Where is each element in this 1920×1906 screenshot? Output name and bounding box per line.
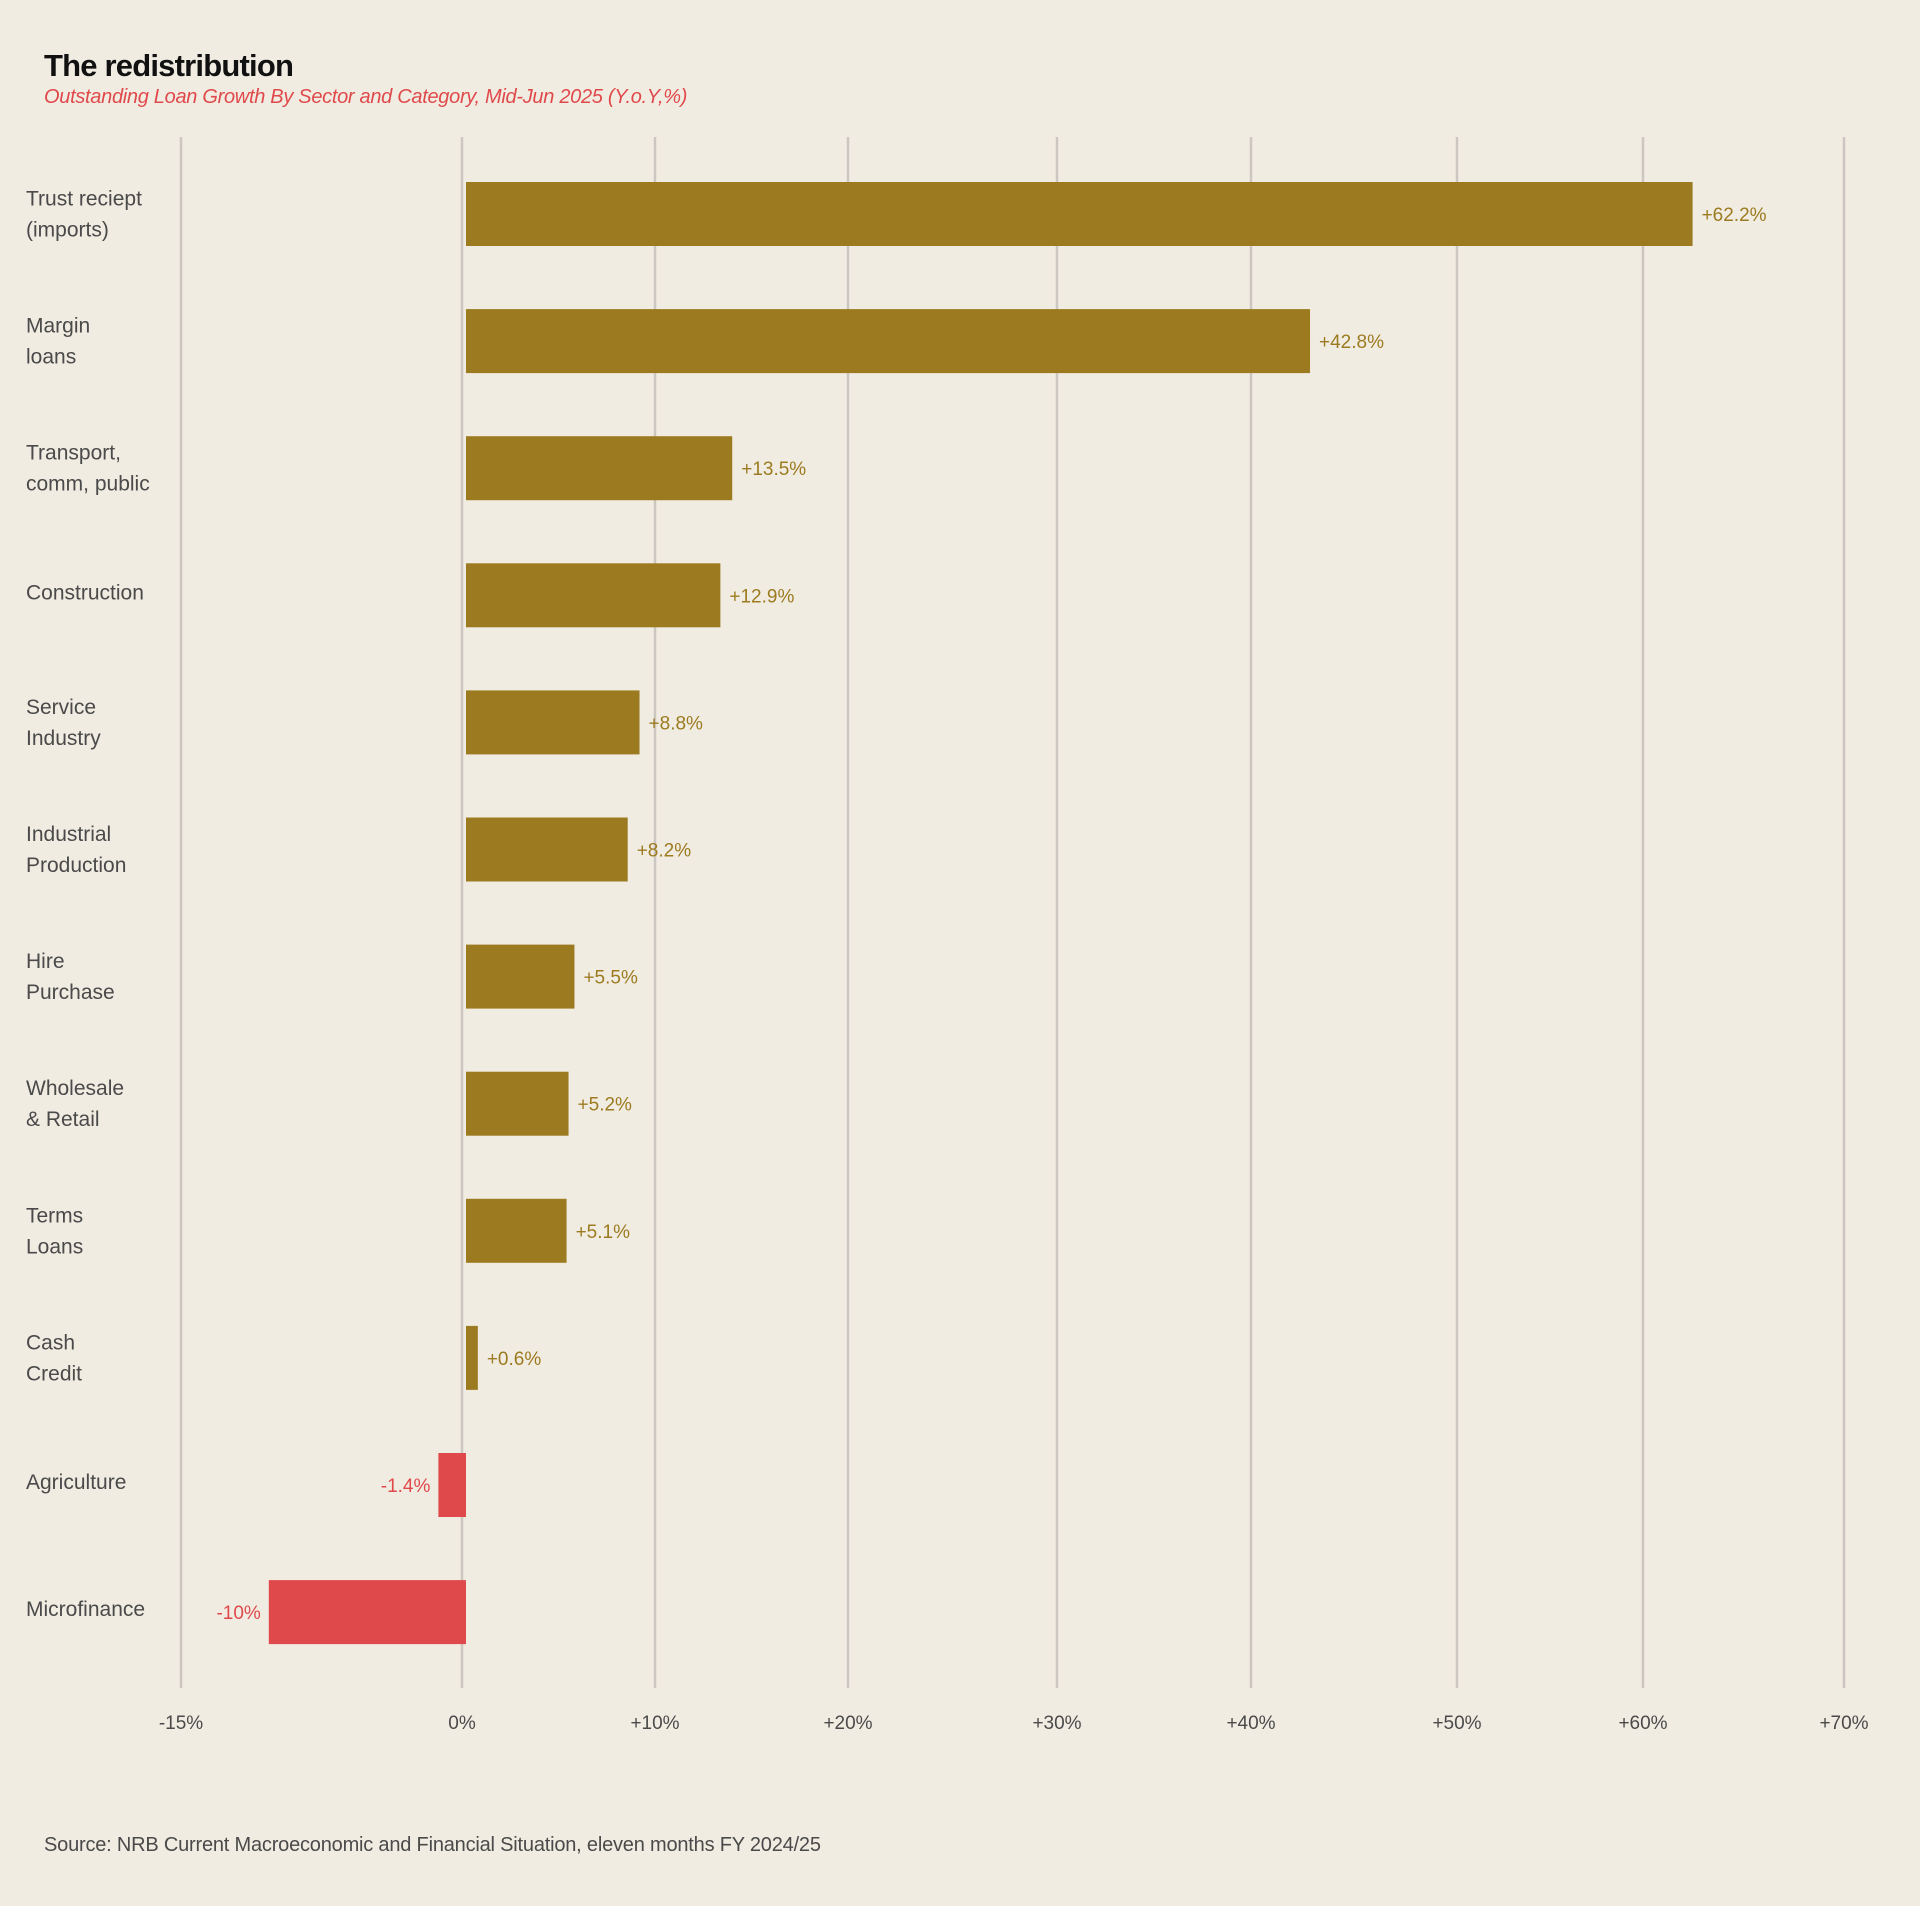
value-label: +13.5% [741, 459, 806, 480]
x-tick-label: +70% [1819, 1713, 1868, 1734]
bar [466, 309, 1311, 374]
bar [466, 1198, 567, 1263]
x-tick-label: +40% [1226, 1713, 1275, 1734]
category-label: Loans [26, 1235, 83, 1258]
chart-subtitle: Outstanding Loan Growth By Sector and Ca… [44, 86, 688, 108]
bar [268, 1580, 466, 1645]
value-label: +5.5% [583, 968, 638, 989]
value-labels: +62.2% +42.8% +13.5% +12.9% +8.8% +8.2% +5.5% +… [216, 205, 1766, 1624]
gridlines [179, 137, 1846, 1688]
category-label: Credit [26, 1362, 82, 1385]
value-label: +8.8% [649, 713, 704, 734]
bars [268, 182, 1693, 1645]
category-label: Margin [26, 315, 90, 338]
value-label: +8.2% [637, 841, 692, 862]
bar [466, 563, 721, 628]
category-label: Service [26, 696, 96, 719]
bar [466, 690, 640, 755]
value-label: -1.4% [381, 1476, 431, 1497]
value-label: +42.8% [1319, 332, 1384, 353]
category-label: Production [26, 854, 126, 877]
value-label: +5.2% [578, 1095, 633, 1116]
category-label: & Retail [26, 1108, 100, 1131]
x-tick-label: 0% [448, 1713, 476, 1734]
value-label: +0.6% [487, 1349, 542, 1370]
x-tick-label: +30% [1032, 1713, 1081, 1734]
bar [466, 182, 1693, 246]
category-label: Construction [26, 581, 144, 604]
source-note: Source: NRB Current Macroeconomic and Fi… [44, 1834, 821, 1856]
category-label: Wholesale [26, 1077, 124, 1100]
value-label: +62.2% [1702, 205, 1767, 226]
x-tick-label: +20% [823, 1713, 872, 1734]
value-label: +5.1% [576, 1222, 631, 1243]
value-label: -10% [216, 1603, 260, 1624]
category-label: Hire [26, 950, 65, 973]
category-label: Purchase [26, 981, 115, 1004]
bar [466, 944, 575, 1009]
category-label: Agriculture [26, 1471, 126, 1494]
x-tick-label: +60% [1618, 1713, 1667, 1734]
category-label: Transport, [26, 442, 121, 465]
category-label: Cash [26, 1331, 75, 1354]
bar [466, 436, 733, 501]
x-axis-ticks: -15% 0% +10% +20% +30% +40% +50% +60% +70% [159, 1713, 1869, 1734]
category-label: Terms [26, 1204, 83, 1227]
category-label: Microfinance [26, 1598, 145, 1621]
x-tick-label: +50% [1432, 1713, 1481, 1734]
value-label: +12.9% [729, 586, 794, 607]
category-label: loans [26, 346, 76, 369]
x-tick-label: +10% [630, 1713, 679, 1734]
chart-title: The redistribution [44, 48, 294, 83]
category-labels: Trust reciept (imports) Margin loans Transpo… [26, 188, 150, 1622]
x-tick-label: -15% [159, 1713, 203, 1734]
bar [466, 817, 628, 882]
bar [466, 1325, 478, 1390]
category-label: Industrial [26, 823, 111, 846]
category-label: (imports) [26, 219, 109, 242]
category-label: comm, public [26, 473, 150, 496]
category-label: Industry [26, 727, 101, 750]
category-label: Trust reciept [26, 188, 142, 211]
bar [466, 1071, 569, 1136]
bar [438, 1453, 466, 1517]
